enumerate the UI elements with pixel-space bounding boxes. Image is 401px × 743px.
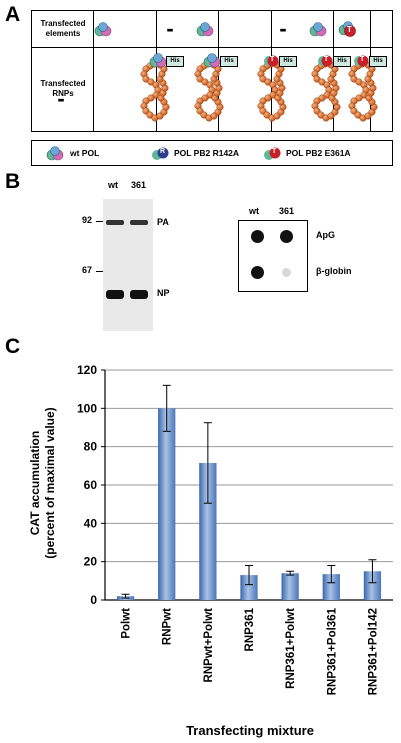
rnp-structure <box>257 62 287 122</box>
badge-t: T <box>360 56 365 63</box>
gel-lane-wt: wt <box>108 180 118 190</box>
dash-sign: - <box>166 16 174 41</box>
wt-pol-icon <box>196 22 214 37</box>
gel-lane-361: 361 <box>131 180 147 190</box>
pol-e361a-shape <box>338 21 356 37</box>
x-category-label: RNP361+Pol361 <box>326 607 338 695</box>
x-category-label: Polwt <box>121 608 133 639</box>
dot-lane-wt: wt <box>249 206 259 216</box>
badge-t: T <box>347 25 352 34</box>
pa-band-wt <box>106 220 124 225</box>
bar <box>240 575 258 600</box>
x-axis-title: Transfecting mixture <box>186 723 314 738</box>
y-tick-label: 40 <box>84 516 98 530</box>
his-tag: His <box>279 56 297 67</box>
mw-marker-67: 67 <box>82 265 93 275</box>
mw-marker-92: 92 <box>82 215 93 225</box>
dot-row-bglobin: β-globin <box>316 266 352 276</box>
his-tag: His <box>333 56 351 67</box>
dot-lane-361: 361 <box>279 206 295 216</box>
legend-wt-pol: wt POL <box>70 148 100 158</box>
x-category-label: RNPwt <box>162 608 174 645</box>
mw-tick <box>96 221 103 222</box>
rnp-structure <box>348 62 378 122</box>
col-divider <box>93 11 94 131</box>
pol-e361a-icon: T <box>317 52 335 68</box>
y-tick-label: 80 <box>84 440 98 454</box>
pol-e361a-shape <box>318 55 333 67</box>
dash-sign: - <box>57 86 65 111</box>
legend-pol-e361a: POL PB2 E361A <box>286 148 351 158</box>
col-divider <box>156 11 157 131</box>
bar <box>199 462 217 600</box>
rnp-structure <box>311 62 341 122</box>
badge-t: T <box>272 148 277 155</box>
apg-dot-361 <box>280 230 293 243</box>
y-tick-label: 100 <box>77 401 97 415</box>
badge-t: T <box>270 56 275 63</box>
panel-c-letter: C <box>5 335 21 358</box>
his-tag: His <box>166 56 184 67</box>
dot-row-apg: ApG <box>316 230 335 240</box>
mw-tick <box>96 271 103 272</box>
bglobin-dot-361 <box>282 268 291 277</box>
x-category-label: RNP361+Polwt <box>285 608 297 689</box>
x-category-label: RNPwt+Polwt <box>203 608 215 683</box>
legend-box: wt POL R POL PB2 R142A T POL PB2 E361A <box>31 140 393 166</box>
col-divider <box>271 11 272 131</box>
y-tick-label: 0 <box>90 593 97 607</box>
y-tick-label: 60 <box>84 478 98 492</box>
wt-pol-icon <box>46 146 64 161</box>
legend-pol-r142a: POL PB2 R142A <box>174 148 240 158</box>
row-divider <box>32 47 392 48</box>
y-tick-label: 20 <box>84 555 98 569</box>
bar-chart: 0 20 40 60 80 100 120 Polwt RNPwt RNPwt+Polwt RNP3… <box>77 363 393 695</box>
his-tag: His <box>220 56 238 67</box>
pol-e361a-shape <box>264 55 279 67</box>
bglobin-dot-wt <box>251 266 264 279</box>
pol-e361a-icon: T <box>263 52 281 68</box>
pol-e361a-shape <box>264 147 281 160</box>
rnp-structure <box>140 62 170 122</box>
rnp-structure <box>194 62 224 122</box>
bar <box>158 408 176 600</box>
pa-band-361 <box>130 220 148 225</box>
badge-t: T <box>324 56 329 63</box>
his-tag: His <box>369 56 387 67</box>
y-tick-label: 120 <box>77 363 97 377</box>
western-blot <box>103 199 153 331</box>
bar <box>322 574 340 600</box>
x-category-label: RNP361 <box>244 607 256 651</box>
bar <box>363 571 382 600</box>
row-label-elements: Transfected elements <box>40 19 86 38</box>
band-label-np: NP <box>157 288 170 298</box>
x-category-label: RNP361+Pol142 <box>367 608 379 695</box>
pol-r142a-icon: R <box>150 144 172 162</box>
bar <box>281 573 299 600</box>
band-label-pa: PA <box>157 217 169 227</box>
wt-pol-icon <box>94 22 112 37</box>
apg-dot-wt <box>251 230 264 243</box>
pol-e361a-icon: T <box>353 52 371 68</box>
pol-e361a-icon: T <box>262 144 284 162</box>
pol-e361a-icon: T <box>336 19 358 39</box>
pol-r142a-shape <box>152 147 169 160</box>
np-band-361 <box>130 290 148 299</box>
panel-a-letter: A <box>5 3 21 26</box>
dot-blot <box>238 220 308 292</box>
row-label-rnps: Transfected RNPs <box>40 79 86 98</box>
wt-pol-icon <box>309 22 327 37</box>
pol-e361a-shape <box>354 55 369 67</box>
badge-r: R <box>160 148 166 155</box>
panel-b-letter: B <box>5 170 21 193</box>
np-band-wt <box>106 290 124 299</box>
dash-sign: - <box>279 16 287 41</box>
